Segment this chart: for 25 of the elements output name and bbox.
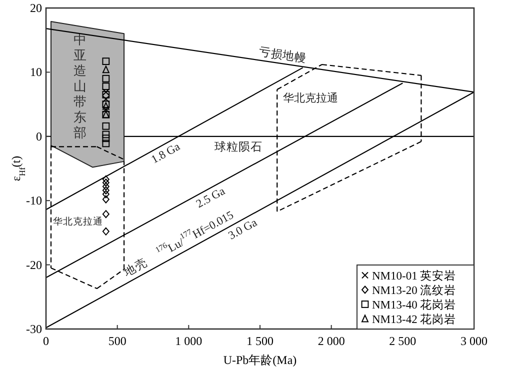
y-tick-label: 10 xyxy=(30,65,42,80)
x-tick-label: 2 000 xyxy=(318,334,345,348)
x-tick-label: 1 000 xyxy=(175,334,202,348)
x-tick-label: 1 500 xyxy=(246,334,274,348)
x-tick-label: 2 500 xyxy=(389,334,416,348)
y-tick-label: -30 xyxy=(26,322,42,336)
series-label: 华北克拉通 xyxy=(52,216,103,228)
text: 2.5 Ga xyxy=(194,185,227,210)
y-tick-label: -20 xyxy=(26,258,42,272)
legend-label: NM13-20 流纹岩 xyxy=(372,282,456,297)
x-axis-title: U-Pb年龄(Ma) xyxy=(223,353,297,367)
legend-label: NM13-40 花岗岩 xyxy=(372,298,456,312)
ref-line-label: 球粒陨石 xyxy=(214,140,263,154)
y-tick-label: 20 xyxy=(30,1,42,15)
series-label: 中亚造山带东部 xyxy=(74,32,87,140)
x-tick-label: 500 xyxy=(108,334,126,348)
series-label: 华北克拉通 xyxy=(283,90,338,104)
annotation: 地壳 xyxy=(120,256,150,280)
x-tick-label: 3 000 xyxy=(460,334,488,348)
y-tick-label: -10 xyxy=(26,194,42,208)
text: 1.8 Ga xyxy=(149,140,182,166)
legend-label: NM10-01 英安岩 xyxy=(372,268,456,282)
text: 亏损地幔 xyxy=(258,44,308,65)
legend-label: NM13-42 花岗岩 xyxy=(372,312,456,326)
y-tick-label: 0 xyxy=(36,129,42,144)
